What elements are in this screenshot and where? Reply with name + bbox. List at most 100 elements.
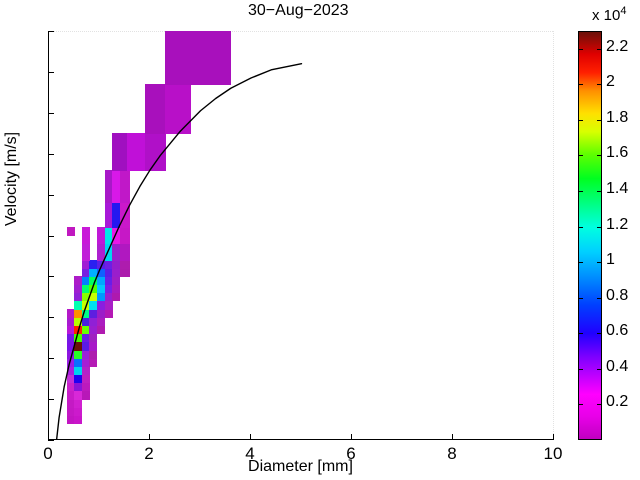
colorbar-tick-label: 2 (606, 73, 615, 91)
heatmap-cell (190, 31, 232, 85)
grid-line-top (48, 31, 553, 32)
heatmap-cell (66, 382, 75, 392)
x-tick-label: 8 (447, 444, 457, 463)
heatmap-cell (96, 317, 106, 326)
y-axis-label: Velocity [m/s] (3, 131, 20, 227)
y-tick-mark (48, 153, 54, 155)
heatmap-cell (112, 292, 121, 302)
heatmap-cell (81, 390, 90, 400)
y-tick-mark (48, 399, 54, 401)
y-tick-mark (48, 235, 54, 237)
heatmap-cell (66, 415, 75, 425)
colorbar-tick-label: 1 (606, 251, 615, 269)
heatmap-cell (81, 309, 90, 318)
y-tick-mark (48, 71, 54, 73)
y-tick-mark (48, 276, 54, 278)
heatmap-cell (89, 292, 98, 302)
heatmap-cell (104, 300, 113, 310)
x-tick-mark (452, 434, 453, 440)
y-tick-mark (48, 112, 54, 114)
heatmap-cell (81, 227, 90, 245)
heatmap-cell (66, 358, 75, 367)
heatmap-cell (74, 399, 83, 408)
colorbar-tick-label: 1.2 (606, 215, 629, 233)
heatmap-cell (112, 170, 121, 204)
colorbar-tick-label: 1.6 (606, 144, 629, 162)
heatmap-cell (104, 276, 113, 286)
x-tick-mark (553, 434, 554, 440)
heatmap-cell (74, 350, 83, 359)
heatmap-cell (96, 292, 106, 302)
heatmap-cell (66, 317, 75, 326)
colorbar-tick-mark (597, 48, 602, 50)
heatmap-cell (81, 276, 90, 286)
heatmap-cell (74, 284, 83, 294)
heatmap-cell (112, 276, 121, 286)
y-tick-mark (48, 358, 54, 360)
colorbar-tick-mark (578, 226, 583, 228)
plot-title: 30−Aug−2023 (248, 2, 349, 19)
heatmap-cell (81, 243, 90, 261)
x-tick-label: 6 (346, 444, 356, 463)
heatmap-cell (81, 374, 90, 384)
heatmap-cell (81, 325, 90, 335)
heatmap-cell (89, 358, 98, 367)
plot-area (48, 31, 553, 440)
heatmap-cell (74, 366, 83, 376)
colorbar-tick-label: 0.4 (606, 357, 629, 375)
heatmap-cell (119, 260, 131, 269)
heatmap-cell (96, 300, 106, 310)
heatmap-cell (104, 260, 113, 269)
x-tick-label: 10 (543, 444, 563, 463)
heatmap-cell (89, 309, 98, 318)
heatmap-cell (81, 333, 90, 343)
x-tick-label: 0 (43, 444, 53, 463)
heatmap-cell (89, 276, 98, 286)
colorbar-tick-label: 0.8 (606, 286, 629, 304)
heatmap-cell (96, 227, 106, 245)
heatmap-cell (81, 260, 90, 269)
colorbar-tick-mark (597, 297, 602, 299)
heatmap-cell (66, 366, 75, 376)
colorbar-tick-mark (578, 262, 583, 264)
heatmap-cell (81, 382, 90, 392)
heatmap-cells (49, 31, 553, 439)
colorbar-tick-mark (578, 155, 583, 157)
heatmap-cell (81, 284, 90, 294)
colorbar-tick-mark (597, 119, 602, 121)
colorbar-tick-mark (578, 191, 583, 193)
heatmap-cell (66, 341, 75, 351)
colorbar-tick-mark (597, 226, 602, 228)
heatmap-cell (66, 390, 75, 400)
x-tick-mark (48, 434, 49, 440)
heatmap-cell (66, 399, 75, 408)
colorbar-tick-mark (597, 368, 602, 370)
x-axis-label: Diameter [mm] (248, 458, 353, 475)
heatmap-cell (104, 243, 113, 261)
heatmap-cell (104, 292, 113, 302)
heatmap-cell (119, 268, 131, 277)
heatmap-cell (112, 133, 128, 171)
colorbar-exponent-superscript: 4 (620, 5, 627, 17)
heatmap-cell (96, 268, 106, 277)
heatmap-cell (104, 227, 113, 245)
heatmap-cell (74, 382, 83, 392)
heatmap-cell (104, 268, 113, 277)
heatmap-cell (127, 133, 146, 171)
y-tick-mark (48, 440, 54, 441)
x-tick-mark (250, 434, 251, 440)
colorbar (578, 31, 602, 440)
colorbar-tick-mark (597, 84, 602, 86)
colorbar-tick-mark (597, 155, 602, 157)
heatmap-cell (89, 325, 98, 335)
heatmap-cell (89, 260, 98, 269)
heatmap-cell (96, 243, 106, 261)
heatmap-cell (89, 300, 98, 310)
heatmap-cell (104, 170, 113, 204)
y-tick-mark (48, 31, 54, 32)
heatmap-cell (74, 276, 83, 286)
heatmap-cell (74, 292, 83, 302)
colorbar-tick-label: 0.2 (606, 393, 629, 411)
heatmap-cell (119, 170, 131, 204)
